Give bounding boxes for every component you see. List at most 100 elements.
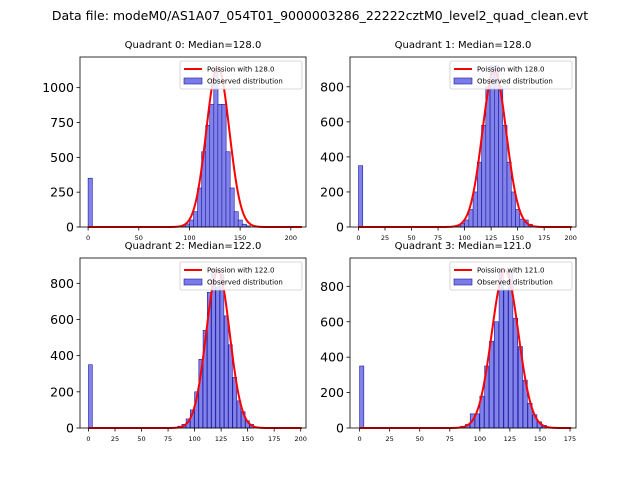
legend-label-poisson: Poission with 122.0 xyxy=(207,267,275,275)
histogram-bar xyxy=(88,364,93,429)
y-tick-label: 750 xyxy=(50,115,74,130)
legend-label-observed: Observed distribution xyxy=(207,78,283,86)
histogram-bar xyxy=(237,219,243,228)
x-tick-label: 50 xyxy=(137,435,145,443)
x-tick-label: 0 xyxy=(86,234,90,242)
plot-frame xyxy=(349,56,577,228)
histogram-bar xyxy=(472,191,478,228)
y-tick-label: 800 xyxy=(320,79,344,94)
histogram-bar xyxy=(215,286,220,429)
histogram-bar xyxy=(468,209,474,228)
histogram-bar xyxy=(225,151,231,228)
histogram-bar xyxy=(493,321,499,429)
x-tick-label: 175 xyxy=(538,234,550,242)
histogram-bar xyxy=(224,315,229,429)
histogram-bar xyxy=(241,223,247,228)
legend: Poission with 128.0 Observed distribution xyxy=(179,60,303,90)
histogram-bar xyxy=(221,104,227,228)
quadrant-0-plot: Quadrant 0: Median=128.0 0 250 500 750 1000 0 5… xyxy=(42,40,307,242)
x-tick-label: 0 xyxy=(86,435,90,443)
legend-label-poisson: Poission with 128.0 xyxy=(207,66,275,74)
legend-box xyxy=(179,261,303,291)
legend-bar-swatch xyxy=(453,77,473,85)
x-tick-label: 100 xyxy=(458,234,470,242)
plot-frame xyxy=(349,257,577,429)
plot-frame xyxy=(79,257,307,429)
histogram-bar xyxy=(233,211,239,228)
x-tick-label: 25 xyxy=(381,234,389,242)
histogram-bar xyxy=(205,124,211,228)
x-tick-label: 50 xyxy=(416,435,424,443)
figure-title: Data file: modeM0/AS1A07_054T01_90000032… xyxy=(52,8,588,23)
legend-label-poisson: Poission with 128.0 xyxy=(477,66,545,74)
y-tick-label: 200 xyxy=(320,184,344,199)
y-tick-label: 400 xyxy=(320,149,344,164)
histogram-bar xyxy=(464,219,470,228)
y-tick-label: 200 xyxy=(50,384,74,399)
legend-bar-swatch xyxy=(183,77,203,85)
histogram-bar xyxy=(358,165,364,228)
histogram-bar xyxy=(209,104,215,228)
x-tick-label: 75 xyxy=(446,435,454,443)
y-tick-label: 600 xyxy=(50,312,74,327)
y-tick-label: 500 xyxy=(50,150,74,165)
x-tick-label: 125 xyxy=(215,435,227,443)
poisson-curve xyxy=(88,269,302,429)
x-tick-label: 100 xyxy=(474,435,486,443)
x-tick-label: 75 xyxy=(434,234,442,242)
histogram-bar xyxy=(494,65,499,228)
x-tick-label: 100 xyxy=(183,234,195,242)
x-tick-label: 150 xyxy=(511,234,523,242)
histogram-bar xyxy=(213,70,219,228)
x-tick-label: 100 xyxy=(188,435,200,443)
x-tick-label: 200 xyxy=(294,435,306,443)
x-tick-label: 125 xyxy=(485,234,497,242)
histogram-bar xyxy=(189,219,195,228)
y-tick-label: 400 xyxy=(320,350,344,365)
y-tick-label: 0 xyxy=(66,220,74,235)
x-tick-label: 125 xyxy=(504,435,516,443)
quadrant-3-plot: Quadrant 3: Median=121.0 0 200 400 600 800 0 25… xyxy=(320,241,577,443)
histogram-bar xyxy=(489,340,494,429)
y-tick-label: 0 xyxy=(66,421,74,436)
y-tick-label: 800 xyxy=(320,279,344,294)
legend: Poission with 122.0 Observed distribution xyxy=(179,261,303,291)
y-tick-label: 200 xyxy=(320,385,344,400)
histogram-bar xyxy=(217,104,223,228)
y-tick-label: 600 xyxy=(320,114,344,129)
histogram-bar xyxy=(489,65,495,228)
panel-title: Quadrant 1: Median=128.0 xyxy=(395,40,532,51)
legend-box xyxy=(449,60,573,90)
legend: Poission with 121.0 Observed distribution xyxy=(449,261,573,291)
x-tick-label: 150 xyxy=(234,234,246,242)
legend-label-poisson: Poission with 121.0 xyxy=(477,267,545,275)
quadrant-2-plot: Quadrant 2: Median=122.0 0 200 400 600 800 0 25… xyxy=(50,241,307,443)
x-tick-label: 200 xyxy=(285,234,297,242)
y-tick-label: 1000 xyxy=(42,80,74,95)
y-tick-label: 600 xyxy=(320,314,344,329)
histogram-bar xyxy=(498,271,504,429)
x-tick-label: 50 xyxy=(135,234,143,242)
x-tick-label: 75 xyxy=(164,435,172,443)
panel-title: Quadrant 2: Median=122.0 xyxy=(125,241,262,252)
y-tick-label: 0 xyxy=(336,421,344,436)
legend-box xyxy=(449,261,573,291)
y-tick-label: 0 xyxy=(336,220,344,235)
quadrant-1-plot: Quadrant 1: Median=128.0 0 200 400 600 800 0 25… xyxy=(320,40,577,242)
histogram-bar xyxy=(513,317,518,429)
poisson-curve xyxy=(358,70,572,228)
histogram-bar xyxy=(193,211,199,228)
poisson-curve xyxy=(88,65,302,228)
x-tick-label: 0 xyxy=(356,234,360,242)
histogram-bar xyxy=(503,289,509,429)
histogram-bar xyxy=(359,365,365,429)
y-tick-label: 250 xyxy=(50,185,74,200)
x-tick-label: 150 xyxy=(534,435,546,443)
histogram-bar xyxy=(515,209,521,228)
histogram-bar xyxy=(87,177,93,228)
x-tick-label: 175 xyxy=(268,435,280,443)
legend-bar-swatch xyxy=(453,278,473,286)
x-tick-label: 25 xyxy=(386,435,394,443)
legend-bar-swatch xyxy=(183,278,203,286)
